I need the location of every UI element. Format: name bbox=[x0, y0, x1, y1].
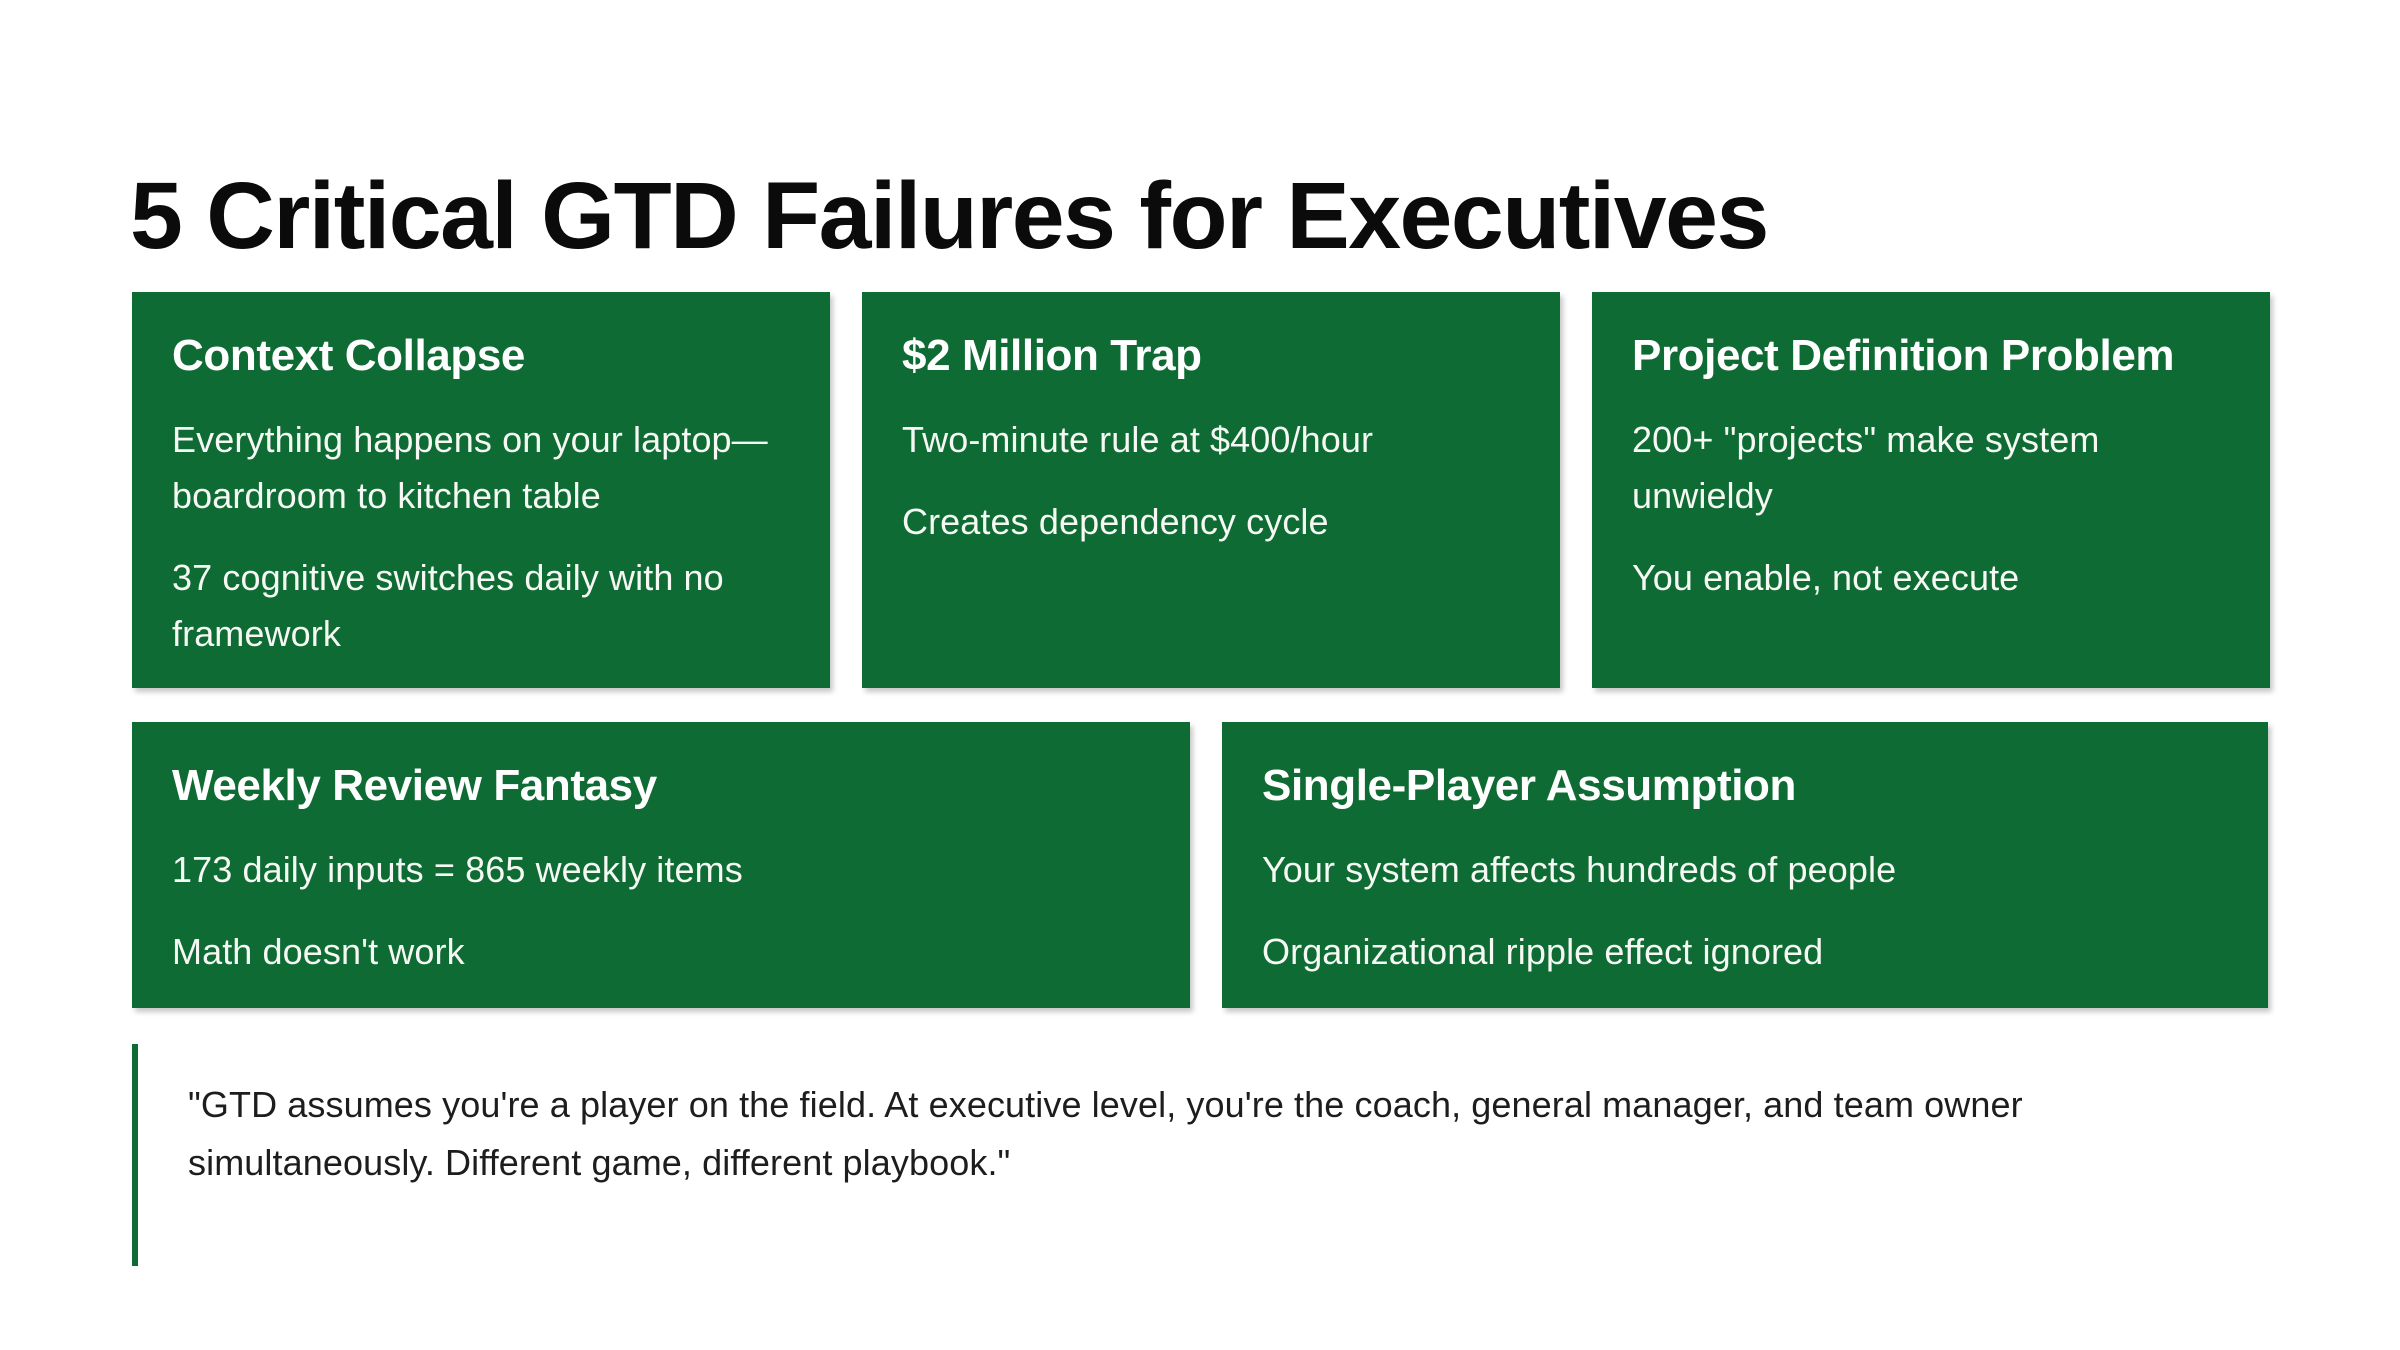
pull-quote-block: "GTD assumes you're a player on the fiel… bbox=[132, 1044, 2272, 1266]
card-row-top: Context Collapse Everything happens on y… bbox=[132, 292, 2270, 688]
card-line: Your system affects hundreds of people bbox=[1262, 849, 1897, 890]
card-project-definition-problem[interactable]: Project Definition Problem 200+ "project… bbox=[1592, 292, 2270, 688]
card-line: 37 cognitive switches daily with no fram… bbox=[172, 557, 724, 654]
card-context-collapse[interactable]: Context Collapse Everything happens on y… bbox=[132, 292, 830, 688]
card-single-player-assumption[interactable]: Single-Player Assumption Your system aff… bbox=[1222, 722, 2268, 1008]
card-line: 173 daily inputs = 865 weekly items bbox=[172, 849, 743, 890]
card-line: Everything happens on your laptop—boardr… bbox=[172, 419, 768, 516]
card-title: Weekly Review Fantasy bbox=[172, 761, 657, 810]
card-line: 200+ "projects" make system unwieldy bbox=[1632, 419, 2100, 516]
card-title: $2 Million Trap bbox=[902, 331, 1202, 380]
card-title: Single-Player Assumption bbox=[1262, 761, 1796, 810]
card-2-million-trap[interactable]: $2 Million Trap Two-minute rule at $400/… bbox=[862, 292, 1560, 688]
card-weekly-review-fantasy[interactable]: Weekly Review Fantasy 173 daily inputs =… bbox=[132, 722, 1190, 1008]
page-title: 5 Critical GTD Failures for Executives bbox=[130, 162, 1769, 269]
card-line: Creates dependency cycle bbox=[902, 501, 1329, 542]
pull-quote-text: "GTD assumes you're a player on the fiel… bbox=[188, 1084, 2023, 1183]
card-title: Context Collapse bbox=[172, 331, 525, 380]
card-line: Two-minute rule at $400/hour bbox=[902, 419, 1374, 460]
card-row-bottom: Weekly Review Fantasy 173 daily inputs =… bbox=[132, 722, 2268, 1008]
card-title: Project Definition Problem bbox=[1632, 331, 2175, 380]
card-line: You enable, not execute bbox=[1632, 557, 2020, 598]
card-line: Math doesn't work bbox=[172, 931, 465, 972]
card-line: Organizational ripple effect ignored bbox=[1262, 931, 1824, 972]
